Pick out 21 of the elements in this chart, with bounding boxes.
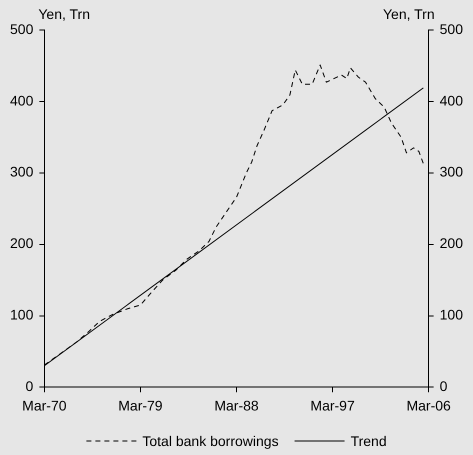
y2-tick-label: 300 xyxy=(440,164,464,180)
x-tick-label: Mar-88 xyxy=(214,397,259,414)
y-tick-label: 300 xyxy=(10,164,34,180)
legend-label: Trend xyxy=(350,432,387,449)
y-tick-label: 0 xyxy=(26,378,34,394)
y2-tick-label: 100 xyxy=(440,306,464,323)
x-tick-label: Mar-97 xyxy=(310,397,355,414)
x-tick-label: Mar-70 xyxy=(22,397,67,414)
legend-label: Total bank borrowings xyxy=(142,432,279,449)
y2-tick-label: 400 xyxy=(440,92,464,108)
y-tick-label: 500 xyxy=(10,20,34,37)
y2-tick-label: 200 xyxy=(440,235,464,252)
y2-tick-label: 500 xyxy=(440,20,464,37)
y-tick-label: 400 xyxy=(10,92,34,108)
y-axis-title: Yen, Trn xyxy=(38,6,90,22)
x-tick-label: Mar-79 xyxy=(118,397,163,414)
y-tick-label: 100 xyxy=(10,306,34,323)
y2-tick-label: 0 xyxy=(440,378,448,394)
y2-axis-title: Yen, Trn xyxy=(383,6,435,22)
y-tick-label: 200 xyxy=(10,235,34,252)
x-tick-label: Mar-06 xyxy=(406,397,452,414)
